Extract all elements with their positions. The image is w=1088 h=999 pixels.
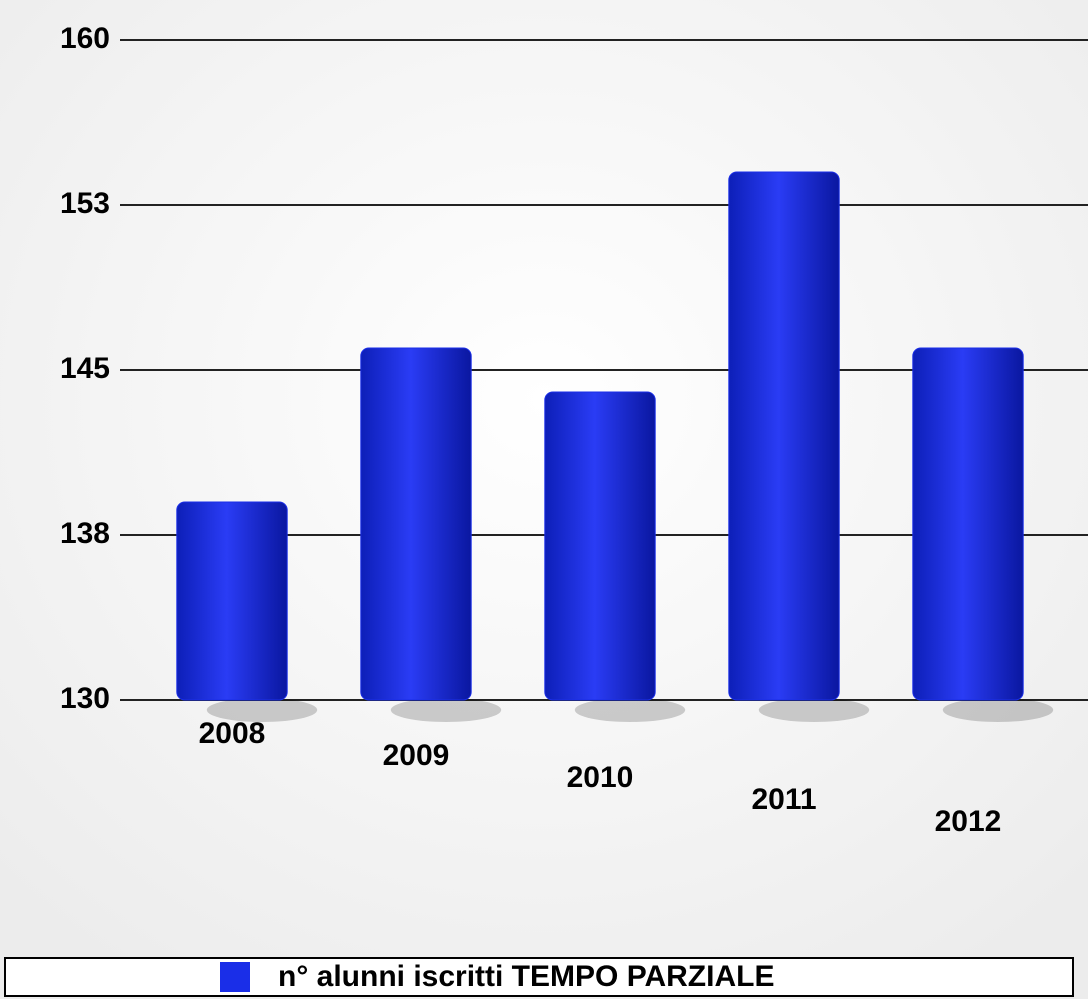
bar-shadow (943, 698, 1053, 722)
bar (729, 172, 839, 700)
legend-label: n° alunni iscritti TEMPO PARZIALE (278, 960, 774, 993)
bar (913, 348, 1023, 700)
y-tick-label: 145 (60, 352, 110, 385)
x-tick-label: 2010 (567, 761, 634, 794)
bar-shadow (391, 698, 501, 722)
bar-shadow (759, 698, 869, 722)
y-tick-label: 153 (60, 187, 110, 220)
x-tick-label: 2008 (199, 717, 266, 750)
y-tick-label: 160 (60, 22, 110, 55)
x-tick-label: 2011 (751, 783, 816, 816)
chart: 130 138 145 153 160 n° alunni iscritti TEMPO … (0, 0, 1088, 999)
legend-swatch (220, 962, 250, 992)
bar (177, 502, 287, 700)
bar-shadow (575, 698, 685, 722)
bar (361, 348, 471, 700)
x-tick-label: 2009 (383, 739, 450, 772)
y-tick-label: 130 (60, 682, 110, 715)
y-tick-label: 138 (60, 517, 110, 550)
bar (545, 392, 655, 700)
x-tick-label: 2012 (935, 805, 1002, 838)
